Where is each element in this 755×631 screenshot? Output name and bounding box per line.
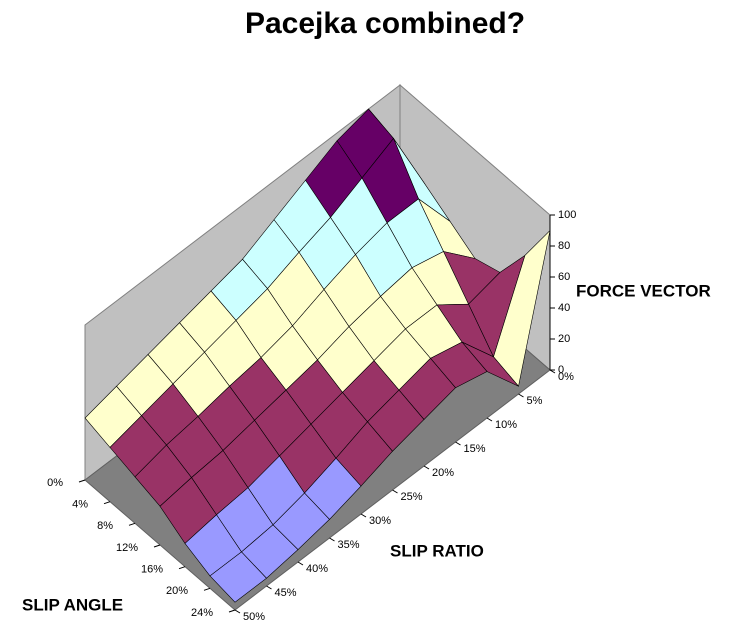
y-tick-label: 20% (166, 585, 188, 597)
y-tick-label: 16% (141, 564, 163, 576)
z-tick-label: 80 (558, 240, 570, 252)
surface-cell (209, 551, 267, 603)
y-tick-label: 8% (97, 520, 113, 532)
y-tick (178, 566, 186, 570)
z-tick-label: 20 (558, 333, 570, 345)
z-tick-label: 0 (558, 364, 564, 376)
z-tick-label: 60 (558, 271, 570, 283)
x-tick (455, 441, 461, 446)
x-tick-label: 40% (306, 563, 328, 575)
y-axis-label: SLIP ANGLE (22, 595, 123, 614)
x-tick-label: 0% (558, 371, 574, 383)
y-tick (203, 587, 211, 591)
y-tick-label: 0% (47, 477, 63, 489)
x-tick-label: 15% (464, 443, 486, 455)
x-tick (234, 609, 241, 614)
x-tick-label: 5% (527, 395, 543, 407)
y-tick (78, 479, 86, 483)
x-tick-label: 45% (275, 587, 297, 599)
x-tick-label: 20% (432, 467, 454, 479)
x-tick-label: 25% (401, 491, 423, 503)
x-tick (549, 369, 556, 374)
x-tick (360, 513, 367, 518)
x-tick (518, 393, 524, 398)
x-tick (297, 561, 304, 566)
z-tick-label: 100 (558, 209, 576, 221)
y-tick (103, 501, 111, 505)
x-tick (266, 585, 272, 590)
x-tick-label: 50% (243, 611, 265, 623)
y-tick-label: 4% (72, 499, 88, 511)
x-tick (486, 417, 493, 422)
x-tick-label: 10% (495, 419, 517, 431)
y-tick-label: 12% (116, 542, 138, 554)
x-axis-label: SLIP RATIO (390, 541, 484, 560)
chart-title: Pacejka combined? (245, 7, 525, 40)
y-tick (128, 522, 136, 526)
x-tick (392, 489, 398, 494)
x-tick-label: 35% (338, 539, 360, 551)
y-tick (153, 544, 161, 548)
x-tick (423, 465, 430, 470)
x-tick-label: 30% (369, 515, 391, 527)
z-tick-label: 40 (558, 302, 570, 314)
x-tick (329, 537, 335, 542)
z-axis-label: FORCE VECTOR (576, 281, 711, 300)
y-tick-label: 24% (191, 607, 213, 619)
y-tick (228, 609, 236, 613)
